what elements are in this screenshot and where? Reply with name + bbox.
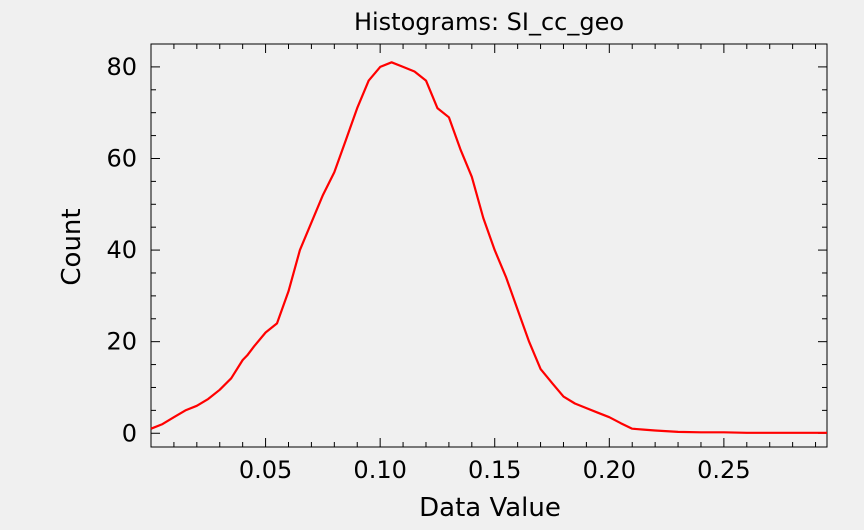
histogram-series-line: [150, 61, 827, 434]
chart-title: Histograms: SI_cc_geo: [354, 8, 624, 36]
y-tick-label: 0: [122, 419, 137, 447]
y-tick-label: 80: [106, 53, 137, 81]
x-tick-label: 0.15: [468, 456, 521, 484]
plot-area: [150, 43, 828, 448]
x-tick-label: 0.05: [239, 456, 292, 484]
y-tick-label: 40: [106, 236, 137, 264]
y-tick-label: 20: [106, 328, 137, 356]
y-tick-label: 60: [106, 144, 137, 172]
y-axis-ticks: [151, 66, 827, 434]
x-axis-ticks: [173, 44, 817, 447]
x-tick-label: 0.25: [697, 456, 750, 484]
x-tick-label: 0.20: [583, 456, 636, 484]
y-axis-tick-labels: 0 20 40 60 80: [106, 53, 137, 447]
x-tick-label: 0.10: [353, 456, 406, 484]
y-axis-label: Count: [57, 208, 87, 285]
x-axis-label: Data Value: [419, 493, 561, 523]
x-axis-tick-labels: 0.05 0.10 0.15 0.20 0.25: [239, 456, 751, 484]
